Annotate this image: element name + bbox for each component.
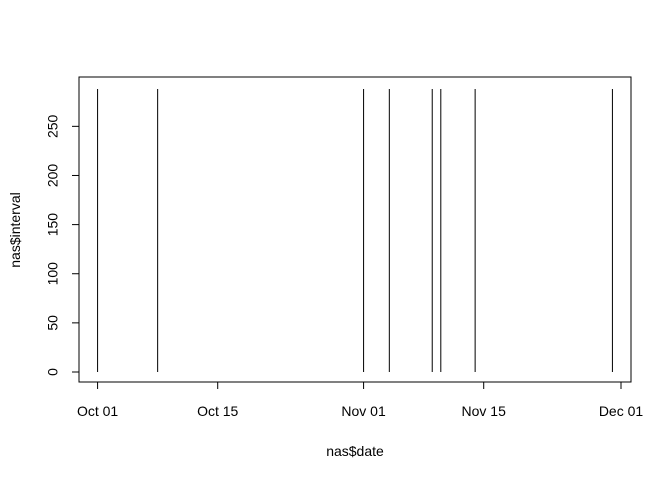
x-tick-label: Dec 01 [599, 403, 644, 419]
y-axis-label: nas$interval [7, 192, 23, 268]
x-axis: Oct 01 Oct 15 Nov 01 Nov 15 Dec 01 [77, 381, 644, 419]
x-tick-label: Oct 01 [77, 403, 118, 419]
x-tick-label: Oct 15 [197, 403, 238, 419]
y-tick-label: 50 [45, 315, 61, 331]
x-tick-label: Nov 15 [462, 403, 507, 419]
y-tick-label: 0 [45, 368, 61, 376]
x-axis-label: nas$date [326, 443, 384, 459]
y-tick-label: 200 [45, 164, 61, 188]
y-tick-label: 250 [45, 114, 61, 138]
y-axis: 0 50 100 150 200 250 [45, 114, 80, 376]
y-tick-label: 150 [45, 213, 61, 237]
y-tick-label: 100 [45, 262, 61, 286]
data-lines-layer [97, 89, 613, 372]
x-tick-label: Nov 01 [341, 403, 386, 419]
